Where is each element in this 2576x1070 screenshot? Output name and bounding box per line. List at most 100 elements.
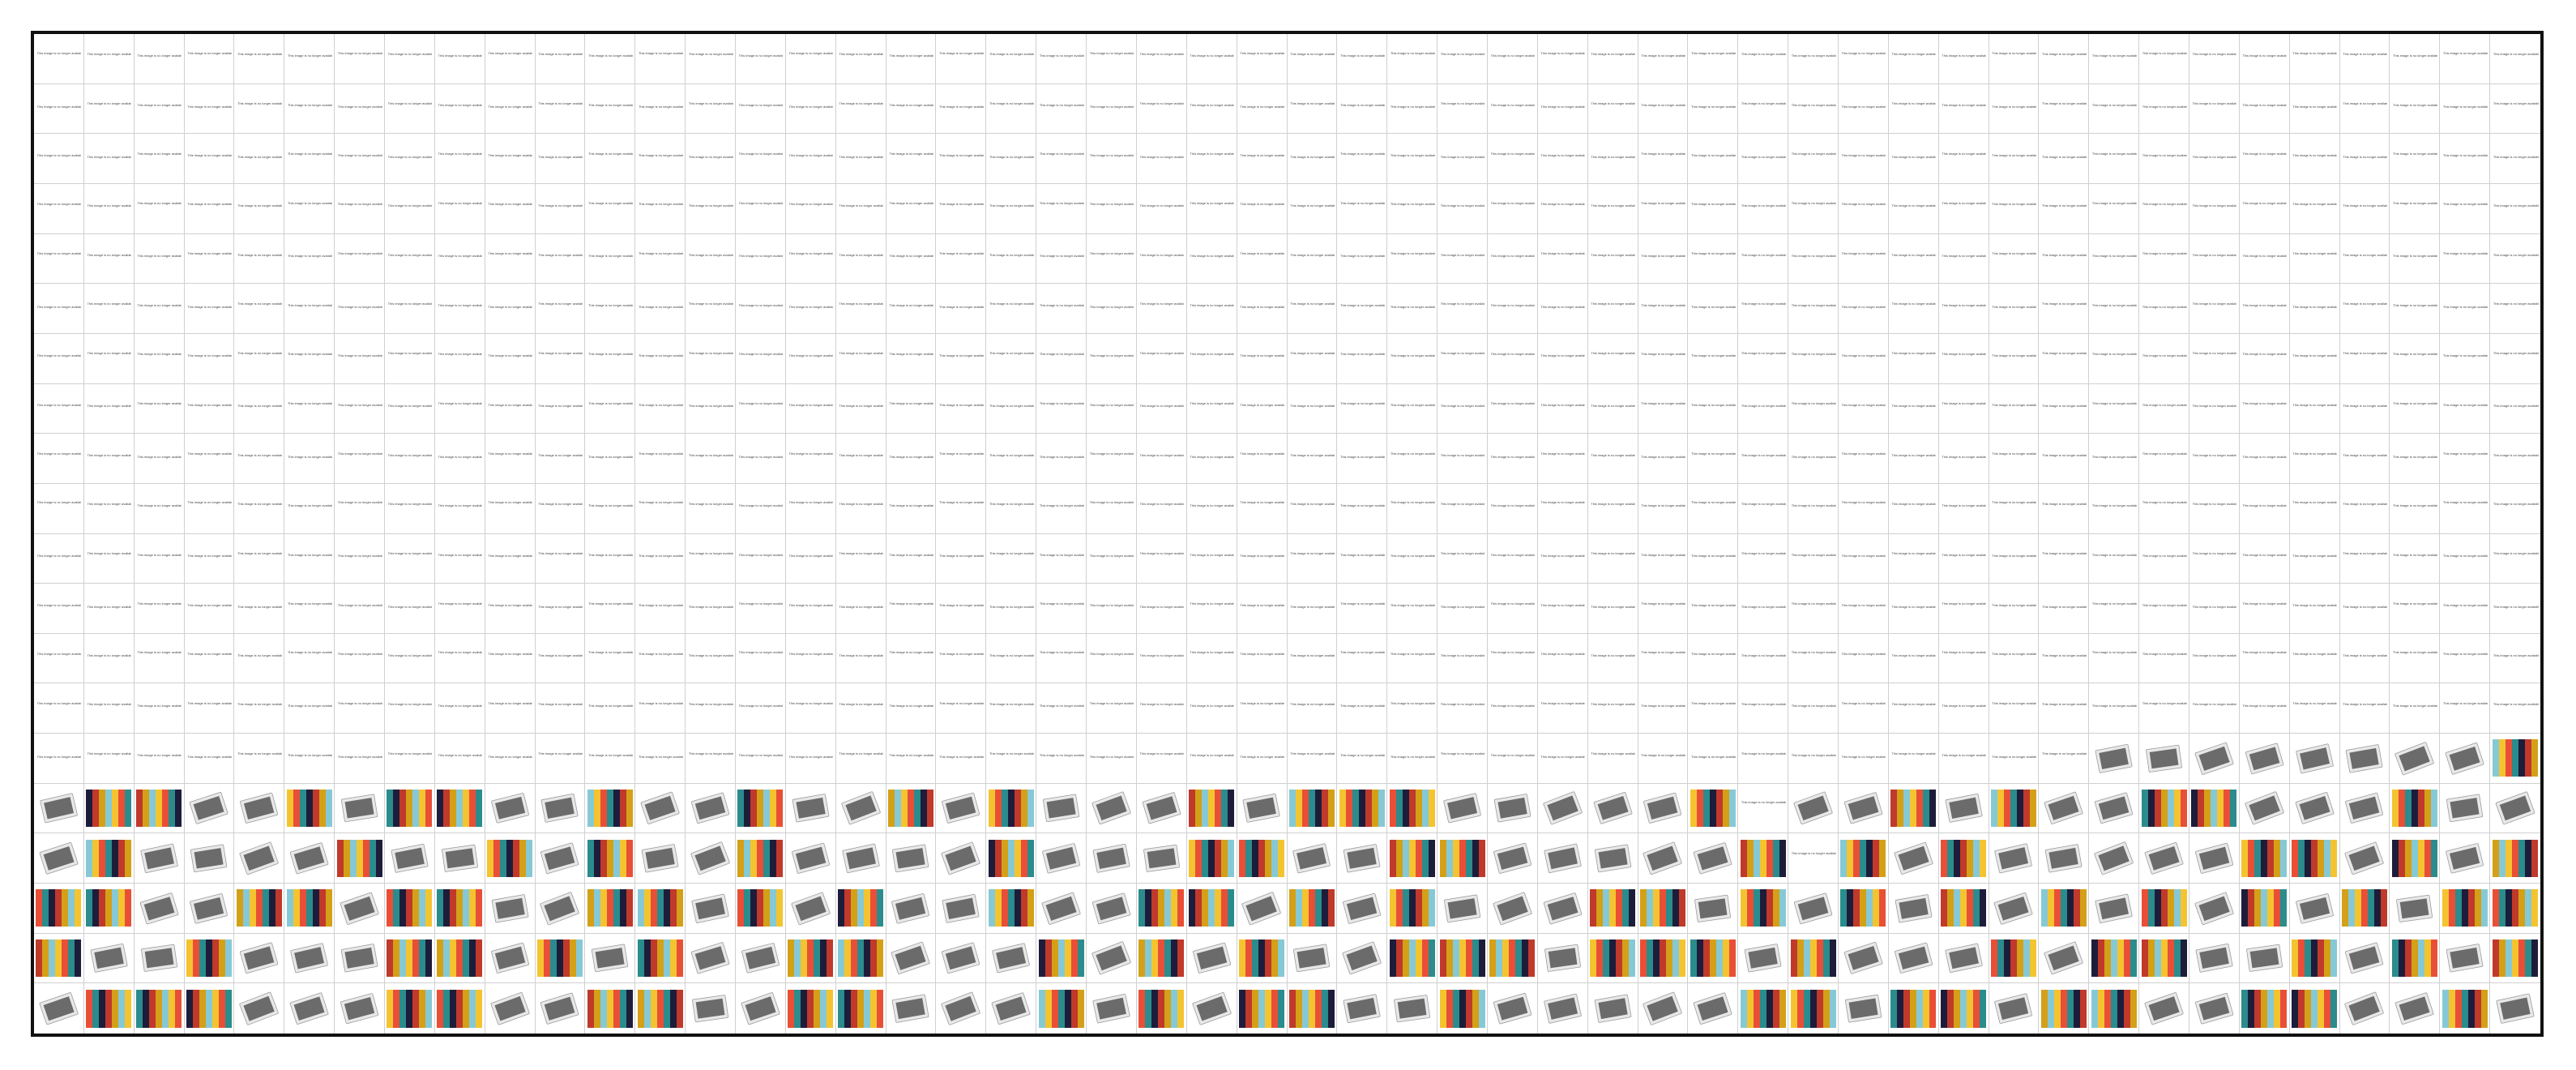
unavailable-image-tile[interactable]: This image is no longer available [1186,233,1237,285]
photo-placeholder-tile[interactable] [936,884,987,934]
unavailable-image-tile[interactable]: This image is no longer available [1587,183,1638,234]
unavailable-image-tile[interactable]: This image is no longer available [2239,383,2290,434]
unavailable-image-tile[interactable]: This image is no longer available [2089,434,2140,484]
unavailable-image-tile[interactable]: This image is no longer available [1587,683,1638,734]
unavailable-image-tile[interactable]: This image is no longer available [2390,434,2441,484]
unavailable-image-tile[interactable]: This image is no longer available [1738,533,1789,584]
unavailable-image-tile[interactable]: This image is no longer available [1738,734,1789,784]
unavailable-image-tile[interactable]: This image is no longer available [2440,333,2491,384]
unavailable-image-tile[interactable]: This image is no longer available [686,134,737,184]
unavailable-image-tile[interactable]: This image is no longer available [2139,383,2189,434]
unavailable-image-tile[interactable]: This image is no longer available [2289,533,2340,584]
photo-placeholder-tile[interactable] [2039,783,2090,834]
unavailable-image-tile[interactable]: This image is no longer available [1587,584,1638,634]
unavailable-image-tile[interactable]: This image is no longer available [1788,333,1839,384]
unavailable-image-tile[interactable]: This image is no longer available [1287,483,1338,534]
photo-placeholder-tile[interactable] [2039,833,2090,884]
unavailable-image-tile[interactable]: This image is no longer available [2390,483,2441,534]
unavailable-image-tile[interactable]: This image is no longer available [485,633,536,684]
unavailable-image-tile[interactable]: This image is no longer available [335,434,386,484]
unavailable-image-tile[interactable]: This image is no longer available [1487,233,1538,285]
unavailable-image-tile[interactable]: This image is no longer available [1537,633,1588,684]
color-swatch-tile[interactable] [835,983,886,1034]
color-swatch-tile[interactable] [1287,983,1338,1034]
unavailable-image-tile[interactable]: This image is no longer available [34,434,84,484]
photo-placeholder-tile[interactable] [1087,884,1137,934]
unavailable-image-tile[interactable]: This image is no longer available [2339,134,2390,184]
unavailable-image-tile[interactable]: This image is no longer available [2189,533,2240,584]
unavailable-image-tile[interactable]: This image is no longer available [1087,333,1137,384]
unavailable-image-tile[interactable]: This image is no longer available [2239,633,2290,684]
unavailable-image-tile[interactable]: This image is no longer available [1337,683,1388,734]
photo-placeholder-tile[interactable] [2089,783,2140,834]
unavailable-image-tile[interactable]: This image is no longer available [2089,183,2140,234]
unavailable-image-tile[interactable]: This image is no longer available [1387,633,1438,684]
unavailable-image-tile[interactable]: This image is no longer available [635,134,686,184]
unavailable-image-tile[interactable]: This image is no longer available [1938,183,1989,234]
photo-placeholder-tile[interactable] [1587,983,1638,1034]
unavailable-image-tile[interactable]: This image is no longer available [1537,734,1588,784]
color-swatch-tile[interactable] [2089,983,2140,1034]
photo-placeholder-tile[interactable] [2490,783,2540,834]
unavailable-image-tile[interactable]: This image is no longer available [2289,383,2340,434]
unavailable-image-tile[interactable]: This image is no longer available [2239,284,2290,334]
unavailable-image-tile[interactable]: This image is no longer available [785,434,836,484]
photo-placeholder-tile[interactable] [2189,884,2240,934]
unavailable-image-tile[interactable]: This image is no longer available [585,734,636,784]
unavailable-image-tile[interactable]: This image is no longer available [1838,633,1889,684]
unavailable-image-tile[interactable]: This image is no longer available [1438,434,1488,484]
unavailable-image-tile[interactable]: This image is no longer available [2339,533,2390,584]
unavailable-image-tile[interactable]: This image is no longer available [535,183,586,234]
unavailable-image-tile[interactable]: This image is no longer available [936,584,987,634]
unavailable-image-tile[interactable]: This image is no longer available [1638,233,1689,285]
photo-placeholder-tile[interactable] [1788,884,1839,934]
unavailable-image-tile[interactable]: This image is no longer available [184,134,235,184]
unavailable-image-tile[interactable]: This image is no longer available [1136,734,1187,784]
unavailable-image-tile[interactable]: This image is no longer available [2390,183,2441,234]
color-swatch-tile[interactable] [434,783,485,834]
unavailable-image-tile[interactable]: This image is no longer available [434,683,485,734]
unavailable-image-tile[interactable]: This image is no longer available [736,584,786,634]
unavailable-image-tile[interactable]: This image is no longer available [1738,284,1789,334]
unavailable-image-tile[interactable]: This image is no longer available [2440,233,2491,285]
unavailable-image-tile[interactable]: This image is no longer available [134,134,185,184]
unavailable-image-tile[interactable]: This image is no longer available [835,434,886,484]
unavailable-image-tile[interactable]: This image is no longer available [2440,483,2491,534]
unavailable-image-tile[interactable]: This image is no longer available [535,483,586,534]
unavailable-image-tile[interactable]: This image is no longer available [1688,383,1739,434]
unavailable-image-tile[interactable]: This image is no longer available [785,533,836,584]
unavailable-image-tile[interactable]: This image is no longer available [686,83,737,135]
unavailable-image-tile[interactable]: This image is no longer available [184,333,235,384]
color-swatch-tile[interactable] [184,933,235,984]
unavailable-image-tile[interactable]: This image is no longer available [736,233,786,285]
unavailable-image-tile[interactable]: This image is no longer available [184,284,235,334]
unavailable-image-tile[interactable]: This image is no longer available [886,333,937,384]
unavailable-image-tile[interactable]: This image is no longer available [1888,584,1939,634]
unavailable-image-tile[interactable]: This image is no longer available [1989,483,2040,534]
photo-placeholder-tile[interactable] [2239,734,2290,784]
unavailable-image-tile[interactable]: This image is no longer available [1888,233,1939,285]
unavailable-image-tile[interactable]: This image is no longer available [835,233,886,285]
color-swatch-tile[interactable] [134,783,185,834]
unavailable-image-tile[interactable]: This image is no longer available [2139,134,2189,184]
unavailable-image-tile[interactable]: This image is no longer available [686,383,737,434]
photo-placeholder-tile[interactable] [1136,783,1187,834]
color-swatch-tile[interactable] [1186,884,1237,934]
unavailable-image-tile[interactable]: This image is no longer available [785,83,836,135]
unavailable-image-tile[interactable]: This image is no longer available [1688,34,1739,84]
unavailable-image-tile[interactable]: This image is no longer available [2239,683,2290,734]
unavailable-image-tile[interactable]: This image is no longer available [1387,483,1438,534]
unavailable-image-tile[interactable]: This image is no longer available [83,683,135,734]
color-swatch-tile[interactable] [485,833,536,884]
unavailable-image-tile[interactable]: This image is no longer available [835,34,886,84]
unavailable-image-tile[interactable]: This image is no longer available [485,34,536,84]
unavailable-image-tile[interactable]: This image is no longer available [184,34,235,84]
unavailable-image-tile[interactable]: This image is no longer available [736,483,786,534]
unavailable-image-tile[interactable]: This image is no longer available [2390,683,2441,734]
color-swatch-tile[interactable] [1237,983,1288,1034]
unavailable-image-tile[interactable]: This image is no longer available [1387,34,1438,84]
photo-placeholder-tile[interactable] [1487,783,1538,834]
unavailable-image-tile[interactable]: This image is no longer available [485,333,536,384]
photo-placeholder-tile[interactable] [335,983,386,1034]
unavailable-image-tile[interactable]: This image is no longer available [2339,233,2390,285]
